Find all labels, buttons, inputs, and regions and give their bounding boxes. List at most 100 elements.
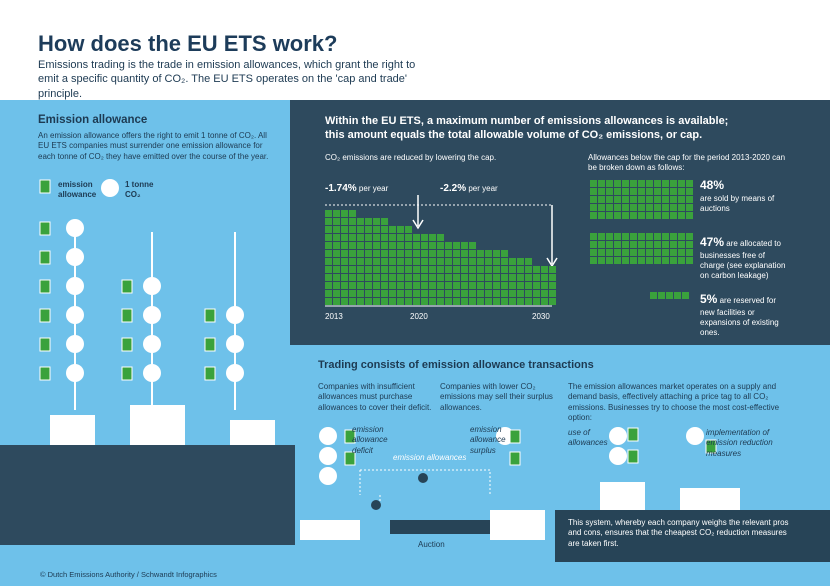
allowance-cell xyxy=(614,180,621,187)
cap-cell xyxy=(533,282,540,289)
allowance-cell xyxy=(590,212,597,219)
cap-cell xyxy=(469,266,476,273)
cap-cell xyxy=(437,274,444,281)
cap-cell xyxy=(445,258,452,265)
cap-cell xyxy=(357,298,364,305)
cap-cell xyxy=(469,274,476,281)
cap-cell xyxy=(373,298,380,305)
cap-cell xyxy=(333,226,340,233)
allowance-cell xyxy=(614,204,621,211)
rate: -2.2% xyxy=(440,183,467,194)
cap-cell xyxy=(333,266,340,273)
footnote: This system, whereby each company weighs… xyxy=(568,518,789,548)
allowance-cell xyxy=(630,196,637,203)
allowance-icon xyxy=(705,439,717,454)
cap-cell xyxy=(365,274,372,281)
cap-cell xyxy=(533,290,540,297)
label: use of allowances xyxy=(568,428,608,448)
allowance-cell xyxy=(662,204,669,211)
cap-cell xyxy=(501,298,508,305)
cap-cell xyxy=(325,234,332,241)
label: implementation of emission reduction mea… xyxy=(706,428,773,458)
cap-cell xyxy=(381,242,388,249)
cap-cell xyxy=(365,266,372,273)
allowance-cell xyxy=(630,241,637,248)
cap-cell xyxy=(333,258,340,265)
allowance-cell xyxy=(614,196,621,203)
allowance-cell xyxy=(654,196,661,203)
allowance-cell xyxy=(678,188,685,195)
cap-cell xyxy=(509,274,516,281)
allowance-icon xyxy=(121,308,133,323)
allowance-cell xyxy=(654,212,661,219)
allowance-cell xyxy=(598,241,605,248)
allowance-cell xyxy=(638,257,645,264)
allowance-cell xyxy=(686,204,693,211)
cap-cell xyxy=(461,258,468,265)
cap-cell xyxy=(389,290,396,297)
allowance-cell xyxy=(614,241,621,248)
cap-cell xyxy=(325,250,332,257)
allowance-cell xyxy=(686,257,693,264)
co2-ball xyxy=(143,335,161,353)
cap-cell xyxy=(325,298,332,305)
allowance-cell xyxy=(646,233,653,240)
cap-cell xyxy=(501,274,508,281)
allowance-cell xyxy=(590,196,597,203)
cap-cell xyxy=(541,298,548,305)
cap-cell xyxy=(397,282,404,289)
factory xyxy=(300,520,360,540)
label: Auction xyxy=(418,540,445,549)
cap-cell xyxy=(437,290,444,297)
cap-cell xyxy=(485,290,492,297)
allowance-cell xyxy=(606,196,613,203)
allowance-cell xyxy=(638,180,645,187)
allowance-cell xyxy=(638,188,645,195)
cap-cell xyxy=(493,298,500,305)
cap-cell xyxy=(413,242,420,249)
allowance-cell xyxy=(598,196,605,203)
cap-cell xyxy=(541,290,548,297)
cap-cell xyxy=(397,242,404,249)
allowance-cell xyxy=(670,196,677,203)
cap-cell xyxy=(525,266,532,273)
cap-cell xyxy=(413,250,420,257)
cap-cell xyxy=(477,282,484,289)
cap-cell xyxy=(365,258,372,265)
cap-cell xyxy=(541,266,548,273)
allowance-icon xyxy=(509,429,521,444)
cap-cell xyxy=(469,242,476,249)
cap-cell xyxy=(453,282,460,289)
percent: 48% xyxy=(700,178,725,192)
cap-cell xyxy=(533,298,540,305)
allowance-cell xyxy=(646,257,653,264)
cap-cell xyxy=(381,234,388,241)
cap-cell xyxy=(413,274,420,281)
cap-cell xyxy=(525,274,532,281)
allowance-cell xyxy=(614,249,621,256)
cap-cell xyxy=(437,250,444,257)
co2-ball xyxy=(66,219,84,237)
cap-cell xyxy=(477,274,484,281)
allowance-icon xyxy=(344,451,356,466)
allowance-cell xyxy=(646,196,653,203)
co2-ball xyxy=(319,467,337,485)
label: emission allowance deficit xyxy=(352,425,388,455)
allowance-cell xyxy=(622,196,629,203)
allowance-cell xyxy=(638,196,645,203)
cap-cell xyxy=(389,298,396,305)
factory xyxy=(130,405,185,445)
cap-cell xyxy=(429,250,436,257)
cap-cell xyxy=(325,282,332,289)
allowance-cell xyxy=(654,249,661,256)
cap-cell xyxy=(509,290,516,297)
cap-cell xyxy=(453,242,460,249)
allowance-cell xyxy=(622,180,629,187)
cap-cell xyxy=(333,218,340,225)
allowance-icon xyxy=(39,221,51,236)
cap-cell xyxy=(453,258,460,265)
allowance-cell xyxy=(614,233,621,240)
subtitle: Emissions trading is the trade in emissi… xyxy=(38,59,416,100)
cap-cell xyxy=(493,290,500,297)
cap-cell xyxy=(341,234,348,241)
